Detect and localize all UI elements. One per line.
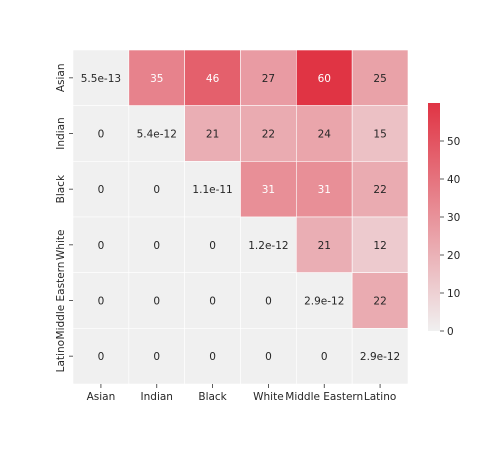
colorbar-tick-label: 30	[447, 212, 460, 224]
cell-value-label: 25	[373, 73, 386, 85]
cell-value-label: 5.5e-13	[81, 73, 121, 85]
x-tick-label: White	[253, 391, 284, 403]
heatmap-cell	[72, 216, 130, 273]
cell-value-label: 0	[321, 351, 328, 363]
cell-value-label: 24	[318, 129, 332, 141]
cell-value-label: 12	[373, 240, 386, 252]
cell-value-label: 22	[373, 296, 386, 308]
heatmap-cell	[184, 272, 241, 329]
heatmap-cell	[128, 105, 185, 162]
heatmap-cell	[240, 161, 297, 218]
cell-value-label: 35	[150, 73, 163, 85]
y-tick-label: Indian	[55, 117, 67, 149]
x-tick-label: Latino	[364, 391, 396, 403]
cell-value-label: 2.9e-12	[304, 296, 344, 308]
cell-value-label: 27	[262, 73, 275, 85]
heatmap-cell	[351, 328, 409, 385]
cell-value-label: 0	[209, 296, 216, 308]
heatmap-cell	[296, 272, 353, 329]
x-tick-label: Black	[198, 391, 227, 403]
heatmap-cell	[184, 216, 241, 273]
heatmap-cell	[351, 105, 409, 162]
heatmap-cell	[240, 272, 297, 329]
heatmap-cell	[351, 161, 409, 218]
cell-value-label: 0	[98, 184, 105, 196]
cell-value-label: 15	[373, 129, 386, 141]
colorbar-tick-label: 40	[447, 174, 460, 186]
cell-value-label: 0	[98, 296, 105, 308]
cell-value-label: 0	[98, 351, 105, 363]
heatmap-cell	[184, 161, 241, 218]
heatmap-cell	[72, 49, 130, 106]
heatmap-cell	[351, 216, 409, 273]
x-tick-label: Asian	[87, 391, 116, 403]
y-tick-label: Middle Eastern	[55, 262, 67, 340]
cell-value-label: 5.4e-12	[137, 129, 177, 141]
cell-value-label: 0	[265, 351, 272, 363]
cell-value-label: 21	[206, 129, 219, 141]
colorbar-tick-label: 50	[447, 136, 460, 148]
heatmap-cell	[128, 161, 185, 218]
heatmap-cell	[296, 328, 353, 385]
y-tick-label: Asian	[55, 63, 67, 92]
y-tick-label: Latino	[55, 340, 67, 372]
heatmap-cell	[240, 105, 297, 162]
cell-value-label: 0	[153, 351, 160, 363]
colorbar-tick-label: 0	[447, 326, 454, 338]
heatmap-cells	[72, 49, 409, 385]
heatmap-cell	[128, 49, 185, 106]
heatmap-cell	[184, 49, 241, 106]
cell-value-label: 0	[209, 351, 216, 363]
cell-value-label: 22	[262, 129, 275, 141]
cell-value-label: 0	[153, 240, 160, 252]
cell-value-label: 1.2e-12	[248, 240, 288, 252]
heatmap-cell	[72, 161, 130, 218]
colorbar: 0 10 20 30 40 50	[428, 103, 460, 338]
x-tick-label: Middle Eastern	[285, 391, 363, 403]
heatmap-cell	[240, 49, 297, 106]
cell-value-label: 0	[98, 240, 105, 252]
heatmap-cell	[351, 272, 409, 329]
cell-value-label: 46	[206, 73, 220, 85]
cell-value-label: 1.1e-11	[192, 184, 232, 196]
cell-value-label: 22	[373, 184, 386, 196]
heatmap-cell	[128, 216, 185, 273]
colorbar-tick-label: 20	[447, 250, 460, 262]
y-tick-label: White	[55, 230, 67, 261]
cell-value-label: 60	[318, 73, 331, 85]
colorbar-tick-label: 10	[447, 288, 460, 300]
x-axis-ticks: Asian Indian Black White Middle Eastern Latin…	[87, 384, 396, 403]
cell-value-label: 31	[262, 184, 275, 196]
colorbar-gradient	[428, 103, 440, 331]
cell-value-label: 0	[209, 240, 216, 252]
heatmap-cell	[296, 161, 353, 218]
x-tick-label: Indian	[141, 391, 173, 403]
heatmap-cell	[240, 216, 297, 273]
heatmap-cell	[72, 328, 130, 385]
cell-value-label: 0	[265, 296, 272, 308]
cell-value-label: 21	[318, 240, 331, 252]
cell-value-label: 0	[153, 184, 160, 196]
heatmap-cell	[296, 49, 353, 106]
heatmap-cell-labels: 5.5e-13 35 46 27 60 25 0 5.4e-12 21 22 24 15 0 0 1.1e-…	[81, 73, 400, 363]
y-tick-label: Black	[55, 174, 67, 203]
cell-value-label: 31	[318, 184, 331, 196]
cell-value-label: 0	[153, 296, 160, 308]
cell-value-label: 2.9e-12	[360, 351, 400, 363]
cell-value-label: 0	[98, 129, 105, 141]
heatmap-cell	[296, 216, 353, 273]
heatmap-cell	[72, 272, 130, 329]
heatmap-cell	[351, 49, 409, 106]
